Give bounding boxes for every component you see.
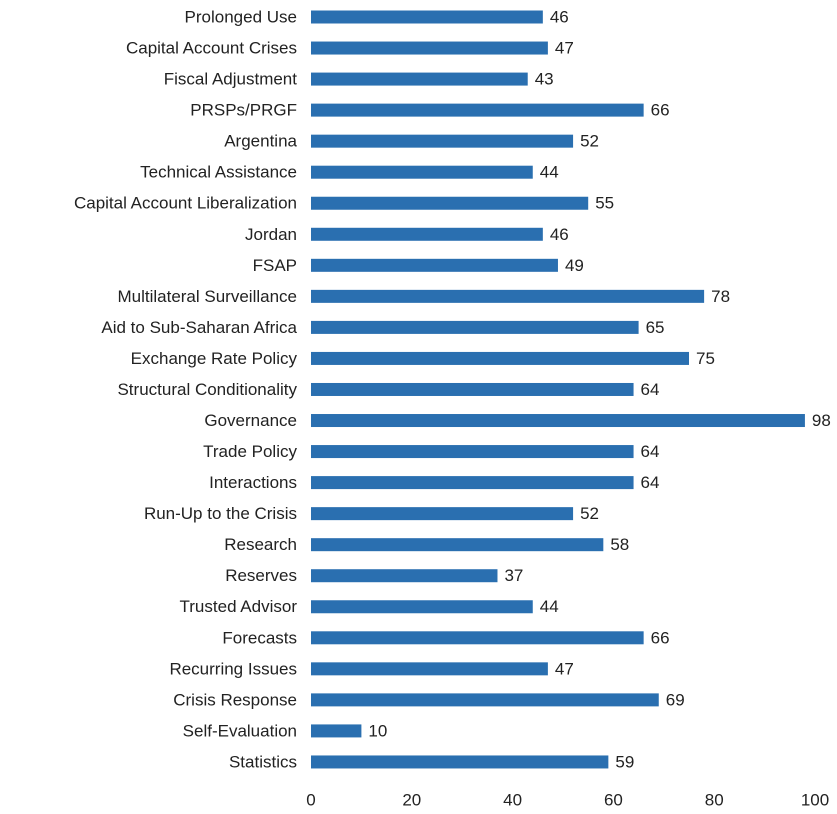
bar xyxy=(311,10,543,24)
bar xyxy=(311,538,604,552)
data-label: 78 xyxy=(711,287,730,306)
data-label: 55 xyxy=(595,194,614,213)
data-label: 64 xyxy=(641,473,660,492)
bar xyxy=(311,103,644,117)
bar xyxy=(311,351,689,365)
data-label: 43 xyxy=(535,70,554,89)
y-tick-label: Interactions xyxy=(209,473,297,492)
y-tick-label: FSAP xyxy=(253,256,297,275)
y-tick-label: Capital Account Crises xyxy=(126,39,297,58)
y-tick-label: PRSPs/PRGF xyxy=(190,101,297,120)
data-label: 44 xyxy=(540,597,559,616)
x-tick-label: 20 xyxy=(402,790,421,809)
data-label: 52 xyxy=(580,504,599,523)
y-tick-label: Statistics xyxy=(229,752,297,771)
y-tick-label: Argentina xyxy=(224,132,297,151)
data-label: 46 xyxy=(550,7,569,26)
data-label: 65 xyxy=(646,318,665,337)
data-label: 37 xyxy=(504,566,523,585)
y-tick-label: Recurring Issues xyxy=(169,659,297,678)
data-label: 47 xyxy=(555,659,574,678)
y-tick-label: Trusted Advisor xyxy=(180,597,298,616)
bar xyxy=(311,662,548,676)
data-label: 44 xyxy=(540,163,559,182)
y-tick-label: Aid to Sub-Saharan Africa xyxy=(101,318,297,337)
data-label: 66 xyxy=(651,628,670,647)
x-tick-label: 100 xyxy=(801,790,829,809)
bar xyxy=(311,693,659,707)
y-tick-label: Run-Up to the Crisis xyxy=(144,504,297,523)
bar xyxy=(311,196,589,210)
x-tick-label: 60 xyxy=(604,790,623,809)
y-tick-label: Reserves xyxy=(225,566,297,585)
bar xyxy=(311,382,634,396)
bar xyxy=(311,507,574,521)
bar xyxy=(311,320,639,334)
bar xyxy=(311,724,362,738)
bar xyxy=(311,289,705,303)
y-tick-label: Exchange Rate Policy xyxy=(131,349,298,368)
x-tick-label: 40 xyxy=(503,790,522,809)
y-tick-label: Jordan xyxy=(245,225,297,244)
bar xyxy=(311,476,634,490)
y-tick-label: Prolonged Use xyxy=(185,7,297,26)
bar xyxy=(311,631,644,645)
data-label: 52 xyxy=(580,132,599,151)
bar xyxy=(311,569,498,583)
bar xyxy=(311,41,548,55)
data-label: 59 xyxy=(615,752,634,771)
bar xyxy=(311,445,634,459)
y-tick-label: Technical Assistance xyxy=(140,163,297,182)
y-tick-label: Self-Evaluation xyxy=(183,721,297,740)
y-tick-label: Governance xyxy=(204,411,297,430)
data-label: 98 xyxy=(812,411,831,430)
data-label: 66 xyxy=(651,101,670,120)
bar xyxy=(311,755,609,769)
bar xyxy=(311,72,528,86)
y-tick-label: Multilateral Surveillance xyxy=(117,287,297,306)
data-label: 58 xyxy=(610,535,629,554)
data-label: 47 xyxy=(555,39,574,58)
y-tick-label: Crisis Response xyxy=(173,690,297,709)
data-label: 46 xyxy=(550,225,569,244)
bar xyxy=(311,165,533,179)
bar xyxy=(311,227,543,241)
data-label: 75 xyxy=(696,349,715,368)
y-tick-label: Research xyxy=(224,535,297,554)
data-label: 64 xyxy=(641,380,660,399)
y-tick-label: Forecasts xyxy=(222,628,297,647)
y-tick-label: Capital Account Liberalization xyxy=(74,194,297,213)
y-tick-label: Fiscal Adjustment xyxy=(164,70,297,89)
x-tick-label: 80 xyxy=(705,790,724,809)
data-label: 49 xyxy=(565,256,584,275)
y-tick-label: Structural Conditionality xyxy=(117,380,297,399)
y-tick-label: Trade Policy xyxy=(203,442,297,461)
bar xyxy=(311,134,574,148)
bar xyxy=(311,258,558,272)
data-label: 64 xyxy=(641,442,660,461)
bar xyxy=(311,414,805,428)
data-label: 69 xyxy=(666,690,685,709)
x-tick-label: 0 xyxy=(306,790,315,809)
data-label: 10 xyxy=(368,721,387,740)
bar xyxy=(311,600,533,614)
